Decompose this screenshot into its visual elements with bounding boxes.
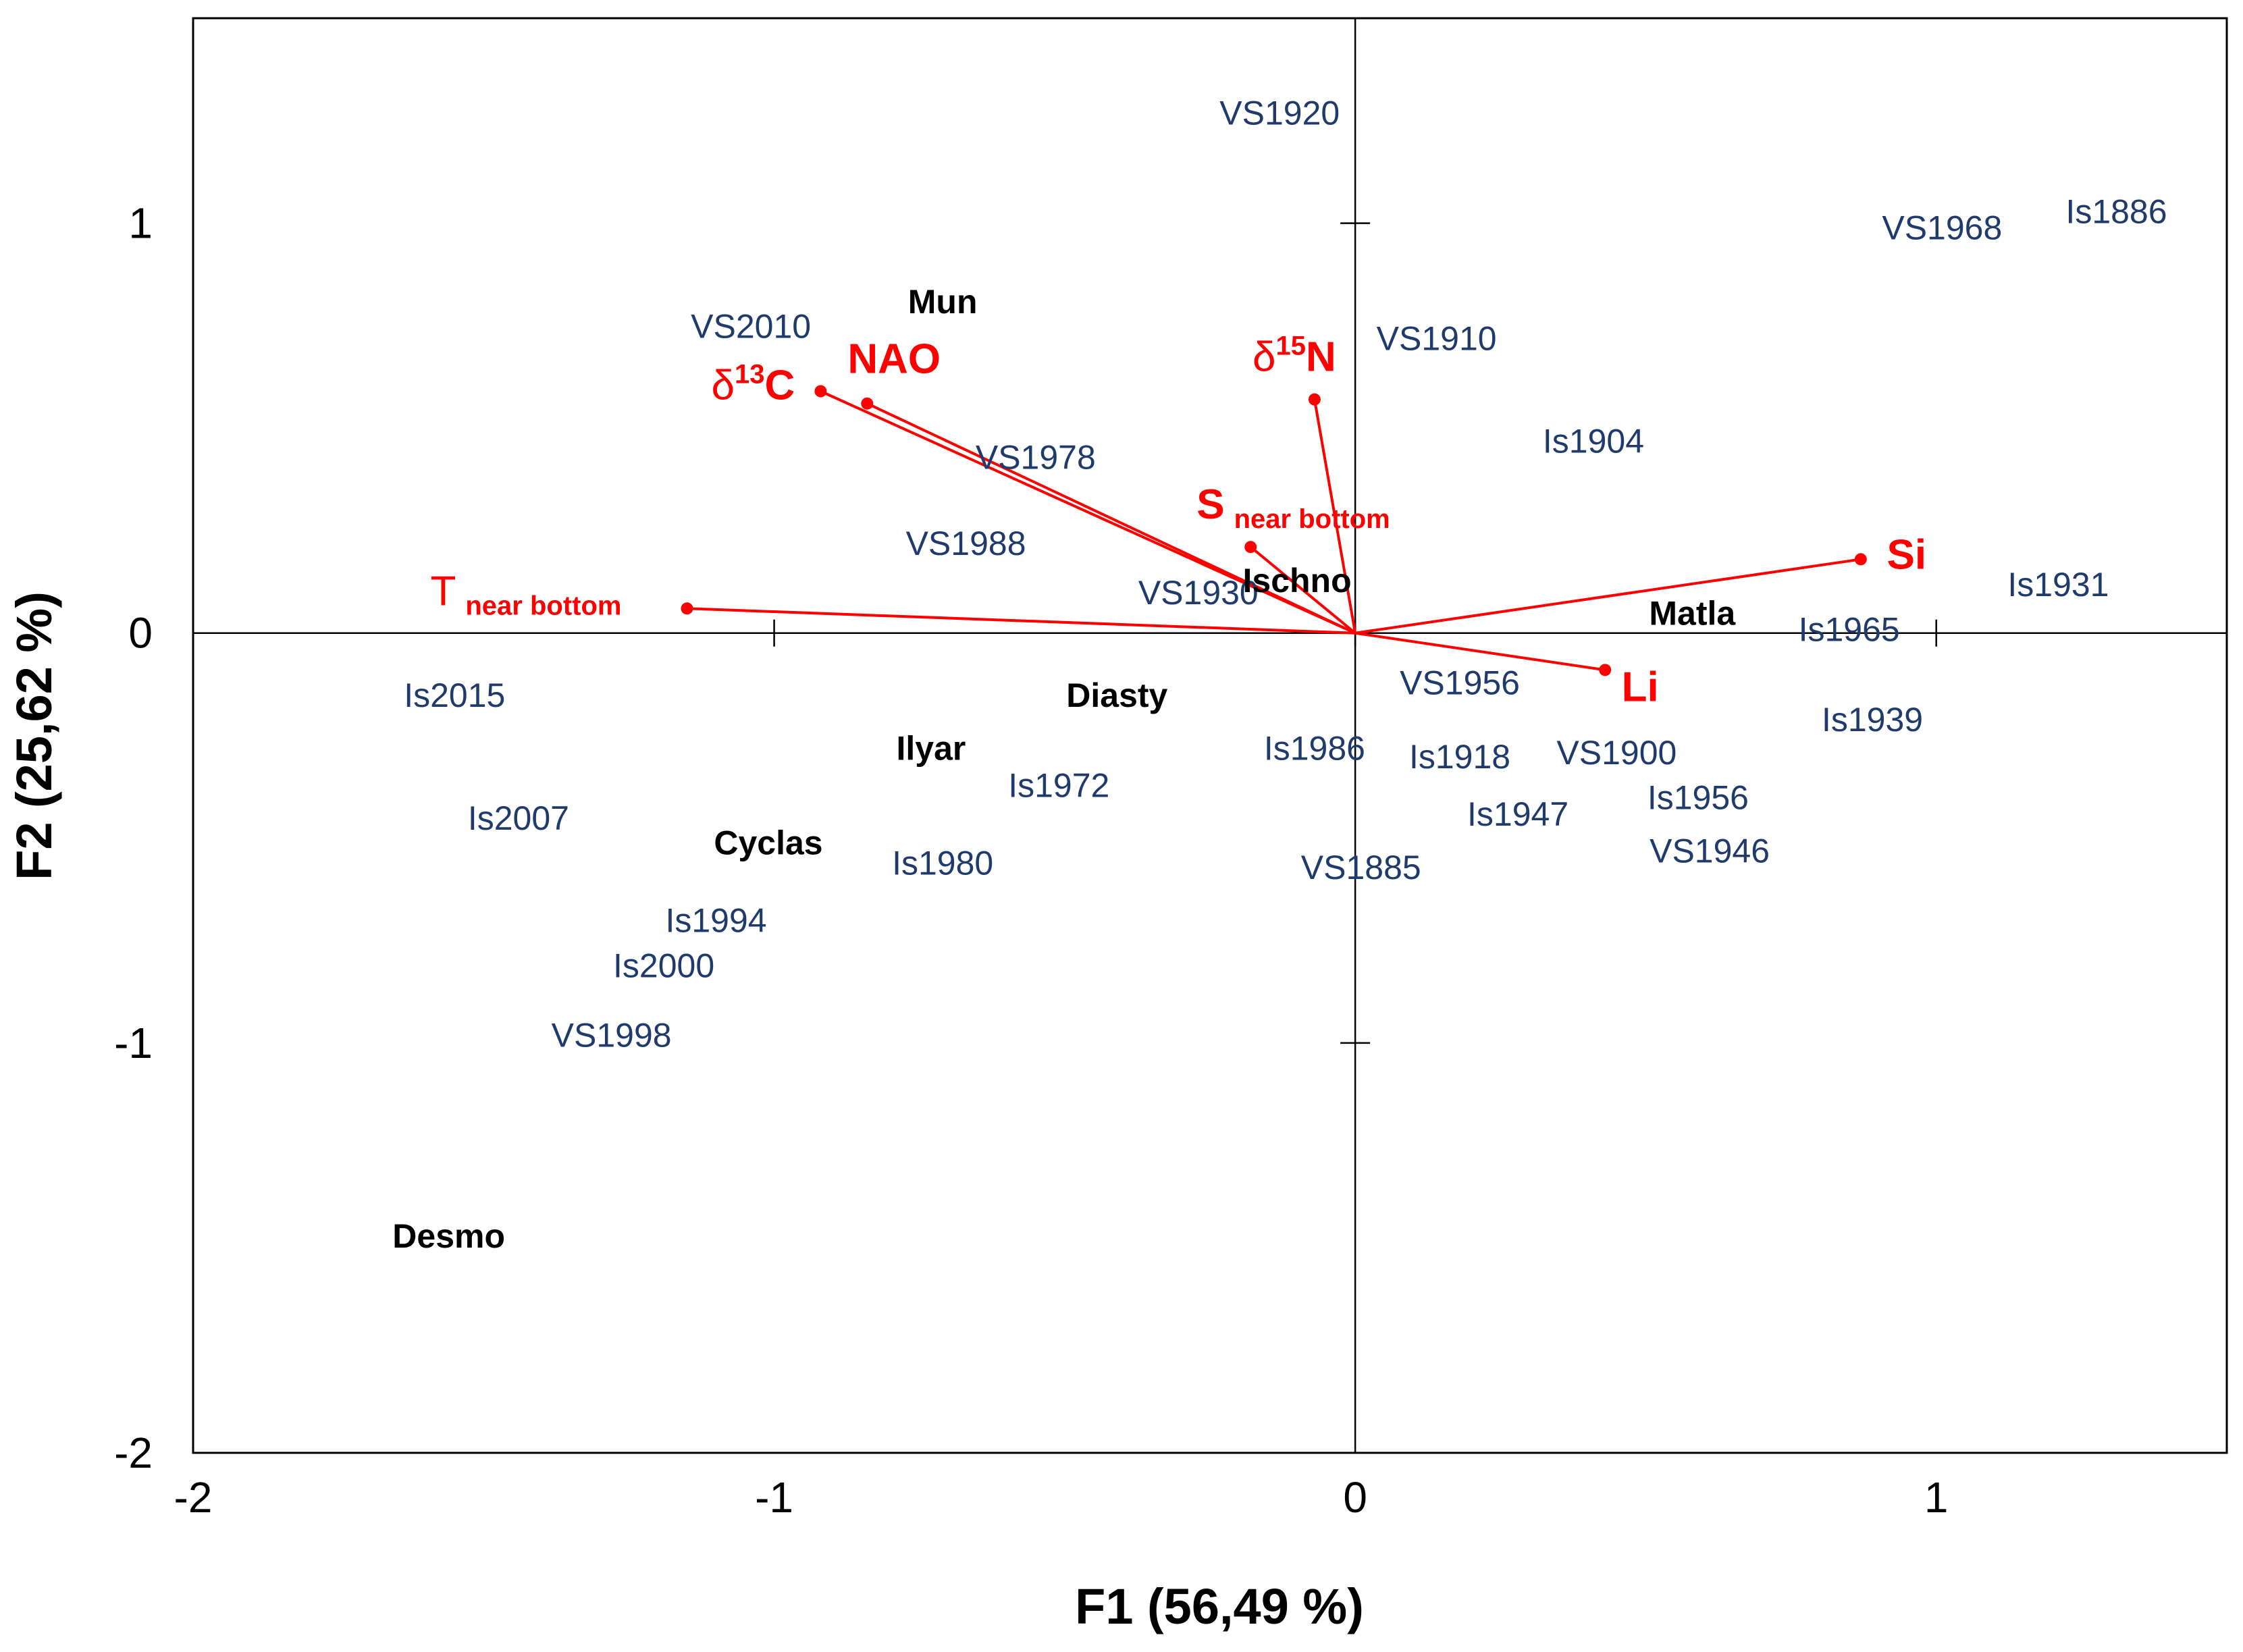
- variable-vector: [866, 402, 1356, 635]
- observation-label: Is1980: [892, 845, 993, 882]
- taxon-label: Mun: [908, 283, 978, 321]
- taxon-label: Diasty: [1066, 676, 1167, 714]
- observation-label: VS1900: [1556, 734, 1677, 772]
- observation-label: VS1968: [1882, 209, 2002, 247]
- x-tick-label: 1: [1924, 1473, 1949, 1522]
- observation-label: Is1939: [1822, 701, 1923, 739]
- ticks: -2 -1 0 1 -2 -1 0 1: [114, 199, 1948, 1522]
- variable-vector-tip: [1599, 664, 1612, 676]
- observation-label: Is1965: [1799, 611, 1900, 649]
- variable-label: Li: [1622, 664, 1659, 710]
- observation-label: Is2015: [404, 676, 505, 714]
- taxon-label: Desmo: [392, 1217, 505, 1255]
- y-tick-label: 0: [128, 609, 153, 658]
- observation-label: Is1972: [1008, 766, 1109, 804]
- variable-vector-tip: [681, 602, 693, 615]
- x-tick-label: -1: [755, 1473, 793, 1522]
- variable-vector: [1354, 558, 1862, 635]
- observation-label: Is1994: [665, 902, 766, 940]
- observation-label: Is1947: [1467, 795, 1568, 833]
- observation-label: VS2010: [691, 307, 811, 345]
- variable-vector: [1354, 631, 1606, 672]
- variable-vector-tip: [1854, 553, 1867, 566]
- variable-vector-tip: [1308, 393, 1321, 406]
- taxon-labels: Mun Ischno Matla Diasty Ilyar Cyclas Desmo: [392, 283, 1736, 1255]
- observation-label: Is1986: [1264, 730, 1365, 768]
- axes: [193, 18, 2227, 1453]
- x-tick-label: 0: [1343, 1473, 1367, 1522]
- observation-label: Is1956: [1647, 779, 1749, 817]
- observation-label: VS1956: [1400, 664, 1520, 702]
- observation-label: VS1910: [1377, 320, 1497, 358]
- taxon-label: Cyclas: [714, 824, 822, 861]
- observation-label: Is1918: [1409, 738, 1510, 776]
- y-tick-label: 1: [128, 199, 153, 248]
- x-axis-title: F1 (56,49 %): [1075, 1578, 1364, 1634]
- variable-label: Si: [1887, 531, 1927, 578]
- taxon-label: Matla: [1649, 594, 1736, 632]
- variable-label: NAO: [847, 336, 941, 383]
- variable-vector-tip: [861, 397, 874, 410]
- observation-label: VS1920: [1219, 95, 1340, 132]
- observation-label: Is2007: [468, 799, 569, 837]
- y-tick-label: -1: [114, 1019, 153, 1067]
- taxon-label: Ischno: [1243, 562, 1352, 599]
- observation-label: VS1988: [906, 525, 1026, 562]
- x-tick-label: -2: [174, 1473, 213, 1522]
- variable-vector: [820, 390, 1356, 635]
- observation-labels: VS1920 Is1886 VS1968 VS1910 VS2010 Is1904 VS19…: [404, 95, 2167, 1055]
- variable-vector: [1313, 399, 1357, 634]
- y-tick-label: -2: [114, 1429, 153, 1477]
- plot-border: [192, 17, 2228, 1454]
- variable-vector: [1249, 545, 1356, 635]
- variable-vector-tip: [814, 385, 827, 398]
- y-axis-title: F2 (25,62 %): [6, 591, 62, 880]
- observation-label: Is2000: [613, 947, 714, 985]
- observation-label: VS1998: [552, 1017, 672, 1055]
- variable-vector-tip: [1244, 541, 1257, 554]
- variable-label: δ15N: [1252, 331, 1336, 381]
- variable-label: δ13C: [712, 360, 795, 409]
- observation-label: VS1978: [976, 439, 1096, 477]
- taxon-label: Ilyar: [896, 730, 966, 768]
- observation-label: Is1931: [2007, 566, 2109, 604]
- observation-label: VS1930: [1138, 574, 1259, 612]
- observation-label: Is1886: [2065, 192, 2167, 230]
- variable-vector: [687, 607, 1356, 635]
- observation-label: VS1885: [1301, 849, 1421, 886]
- variable-vectors: [681, 385, 1867, 676]
- observation-label: VS1946: [1650, 832, 1770, 870]
- observation-label: Is1904: [1543, 422, 1644, 460]
- variable-labels: δ13C NAO δ15N S near bottom T near bottom Si Li: [430, 331, 1926, 711]
- plot-frame: [192, 17, 2228, 1454]
